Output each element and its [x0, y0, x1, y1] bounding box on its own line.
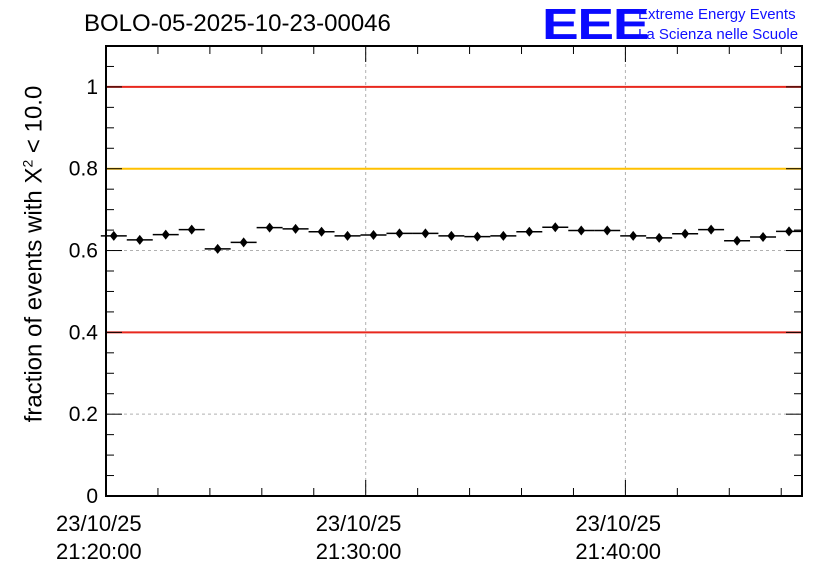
- data-point: [490, 230, 517, 241]
- point-marker: [785, 226, 794, 237]
- point-marker: [629, 230, 638, 241]
- point-marker: [291, 223, 300, 234]
- y-tick-label: 0.4: [69, 321, 99, 344]
- point-marker: [707, 224, 716, 235]
- logo-text-line1: Extreme Energy Events: [638, 6, 796, 23]
- data-point: [776, 226, 802, 237]
- x-tick-label: 23/10/25 21:40:00: [575, 510, 661, 566]
- data-point: [646, 232, 673, 243]
- point-marker: [213, 243, 222, 254]
- eee-logo-mark: EEE: [542, 0, 650, 49]
- data-point: [594, 225, 621, 236]
- data-point: [282, 223, 309, 234]
- data-point: [386, 228, 413, 239]
- x-tick-label-time: 21:30:00: [315, 539, 402, 564]
- y-tick-label: 0.8: [69, 158, 98, 181]
- y-tick-label: 1: [86, 76, 98, 99]
- data-points: [100, 222, 802, 254]
- x-tick-label-date: 23/10/25: [56, 511, 142, 536]
- data-point: [542, 222, 569, 233]
- point-marker: [161, 229, 170, 240]
- point-marker: [421, 228, 430, 239]
- data-point: [126, 234, 153, 245]
- logo-text-line2: La Scienza nelle Scuole: [638, 26, 799, 43]
- data-point: [178, 224, 205, 235]
- data-point: [672, 228, 699, 239]
- data-point: [620, 230, 647, 241]
- data-point: [256, 222, 283, 233]
- point-marker: [317, 226, 326, 237]
- point-marker: [265, 222, 274, 233]
- point-marker: [733, 235, 742, 246]
- data-point: [750, 232, 777, 243]
- data-point: [230, 237, 257, 248]
- x-tick-label-date: 23/10/25: [575, 511, 662, 536]
- data-point: [360, 230, 387, 240]
- x-tick-label-time: 21:40:00: [575, 539, 662, 564]
- data-point: [568, 225, 595, 236]
- point-marker: [239, 237, 248, 248]
- point-marker: [655, 232, 664, 243]
- y-tick-label: 0.6: [69, 240, 98, 263]
- gridlines: [106, 46, 802, 496]
- point-marker: [499, 230, 508, 241]
- point-marker: [525, 226, 534, 237]
- point-marker: [343, 230, 352, 241]
- point-marker: [473, 231, 482, 242]
- y-tick-label: 0: [86, 485, 98, 508]
- reference-lines: [106, 85, 802, 334]
- chart-title: BOLO-05-2025-10-23-00046: [84, 10, 391, 37]
- point-marker: [759, 232, 768, 243]
- plot-frame: [105, 45, 803, 497]
- point-marker: [395, 228, 404, 239]
- point-marker: [551, 222, 560, 233]
- data-point: [698, 224, 725, 235]
- y-tick-label: 0.2: [69, 403, 98, 426]
- x-tick-label-date: 23/10/25: [315, 511, 402, 536]
- eee-logo: EEE Extreme Energy Events La Scienza nel…: [542, 0, 832, 49]
- data-point: [516, 226, 543, 237]
- x-tick-label-time: 21:20:00: [56, 539, 142, 564]
- plot-frame-rect: [105, 45, 803, 497]
- point-marker: [681, 228, 690, 239]
- point-marker: [577, 225, 586, 236]
- x-tick-label: 23/10/25 21:30:00: [316, 510, 402, 566]
- point-marker: [109, 230, 118, 241]
- y-tick-labels: 0 0.2 0.4 0.6 0.8 1: [69, 76, 99, 508]
- data-point: [724, 235, 751, 246]
- data-point: [438, 230, 465, 241]
- data-point: [152, 229, 179, 240]
- point-marker: [135, 234, 144, 245]
- point-marker: [447, 230, 456, 241]
- point-marker: [187, 224, 196, 235]
- data-point: [308, 226, 335, 237]
- data-point: [412, 228, 439, 239]
- x-tick-label: 23/10/25 21:20:00: [56, 510, 142, 566]
- point-marker: [603, 225, 612, 236]
- data-point: [100, 230, 127, 241]
- point-marker: [369, 230, 378, 240]
- data-point: [204, 243, 231, 254]
- data-point: [334, 230, 361, 241]
- data-point: [464, 231, 491, 242]
- axis-ticks: [105, 45, 802, 497]
